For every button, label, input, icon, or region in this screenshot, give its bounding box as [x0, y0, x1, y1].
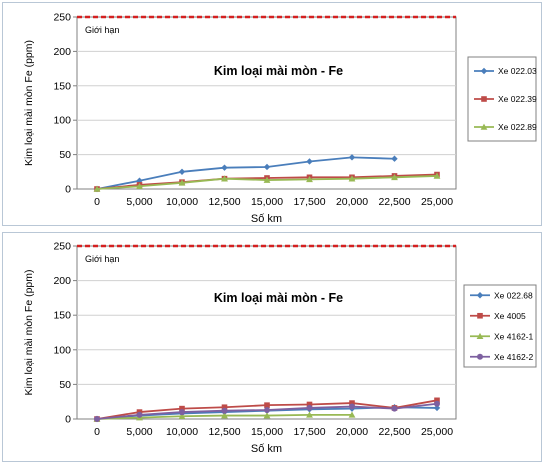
chart-2-x-axis-label: Số km: [251, 443, 282, 455]
chart-2-y-tick-label: 200: [53, 275, 71, 287]
chart-2-plot-area: [76, 245, 457, 420]
chart-1-legend-swatch-marker: [480, 67, 488, 75]
chart-2-series-4-point: [136, 411, 143, 418]
chart-1-y-tick-label: 250: [53, 12, 71, 24]
chart-1-x-tick-label: 20,000: [336, 196, 368, 208]
chart-2-series-3-point: [263, 412, 271, 419]
chart-1-x-tick-label: 22,500: [378, 196, 410, 208]
chart-2-y-tick-label: 0: [65, 414, 71, 426]
chart-1-series-3-point: [221, 175, 228, 182]
chart-1-title: Kim loại mài mòn - Fe: [214, 64, 343, 78]
chart-2-x-tick-label: 0: [94, 426, 100, 438]
chart-1-series-1-point: [263, 163, 271, 171]
chart-1-x-tick-label: 12,500: [208, 196, 240, 208]
chart-1-series-3-point: [178, 179, 186, 186]
chart-2-series-4-point: [391, 405, 398, 412]
chart-2-series-2-point: [349, 400, 355, 406]
chart-2-legend-label: Xe 4005: [494, 311, 526, 321]
chart-1-legend-swatch-marker: [481, 96, 487, 102]
chart-1-series-1-point: [178, 168, 186, 175]
chart-2-legend-label: Xe 022.68: [494, 290, 533, 300]
chart-1-series-1-point: [306, 158, 313, 165]
chart-2-svg: 0 50 100 150 200 250 Giới hạn Kim loại mài mòn …: [23, 241, 537, 455]
chart-1-legend-swatch-marker: [480, 123, 488, 130]
chart-1-legend-label: Xe 022.89: [498, 122, 537, 132]
chart-2-series-3-point: [306, 411, 313, 418]
chart-1-x-tick-label: 0: [94, 196, 100, 208]
chart-1-y-axis-label: Kim loại mài mòn Fe (ppm): [23, 40, 35, 166]
chart-1-x-tick-label: 25,000: [421, 196, 453, 208]
chart-2-legend-label: Xe 4162-2: [494, 352, 533, 362]
chart-2-series-4-point: [221, 407, 228, 414]
chart-2-x-tick-label: 20,000: [336, 426, 368, 438]
chart-2-series-4-point: [94, 416, 100, 422]
chart-2-series-3-point: [221, 412, 228, 419]
chart-2-series-4-point: [434, 400, 440, 407]
chart-1-x-tick-label: 5,000: [126, 196, 152, 208]
chart-2-limit-label: Giới hạn: [85, 254, 119, 264]
chart-1-y-tick-label: 200: [53, 46, 71, 58]
chart-2-x-tick-label: 22,500: [378, 426, 410, 438]
chart-2-legend-swatch-marker: [477, 353, 483, 360]
chart-panel-1: 0 50 100 150 200 250 Giới hạn Kim loại mài mòn …: [2, 2, 542, 226]
chart-2-series-3-point: [348, 411, 356, 418]
chart-2-y-tick-label: 50: [59, 379, 71, 391]
chart-2-series-2-point: [221, 404, 228, 411]
chart-1-series-1-point: [391, 155, 398, 162]
chart-1-x-tick-label: 17,500: [293, 196, 325, 208]
chart-2-y-tick-label: 100: [53, 344, 71, 356]
chart-2-series-4-point: [306, 404, 313, 411]
chart-1-legend-label: Xe 022.03: [498, 66, 537, 76]
chart-1-y-tick-label: 50: [59, 149, 71, 161]
chart-1-series-3-point: [136, 182, 143, 190]
chart-panel-2: 0 50 100 150 200 250 Giới hạn Kim loại mài mòn …: [2, 232, 542, 462]
chart-2-x-tick-label: 17,500: [293, 426, 325, 438]
chart-1-x-tick-label: 15,000: [251, 196, 283, 208]
chart-1-series-3-point: [433, 172, 441, 179]
chart-1-series-3-point: [306, 175, 313, 183]
chart-1-series-3-point: [391, 173, 398, 181]
chart-2-series-2-point: [434, 397, 440, 404]
chart-2-x-tick-label: 15,000: [251, 426, 283, 438]
chart-2-x-tick-label: 5,000: [126, 426, 152, 438]
chart-2-y-axis-label: Kim loại mài mòn Fe (ppm): [23, 269, 35, 395]
chart-2-series-4-point: [179, 409, 185, 416]
chart-1-y-tick-label: 100: [53, 115, 71, 127]
chart-1-series-1-point: [221, 164, 228, 171]
chart-2-series-4-point: [349, 403, 355, 410]
chart-2-series-3-point: [178, 412, 186, 420]
chart-2-y-tick-label: 250: [53, 241, 71, 253]
chart-2-legend-swatch-marker: [476, 332, 484, 340]
chart-1-series-3-point: [93, 185, 101, 192]
chart-2-title: Kim loại mài mòn - Fe: [214, 291, 343, 305]
chart-2-x-tick-label: 12,500: [208, 426, 240, 438]
chart-1-series-1-point: [348, 154, 356, 161]
chart-1-series-3-point: [263, 176, 271, 183]
chart-1-y-tick-label: 0: [65, 184, 71, 196]
chart-1-series-1-line: [96, 156, 395, 190]
chart-2-legend-swatch-marker: [477, 312, 483, 319]
chart-1-y-tick-label: 150: [53, 80, 71, 92]
chart-1-svg: 0 50 100 150 200 250 Giới hạn Kim loại mài mòn …: [23, 12, 537, 226]
chart-2-series-1-point: [433, 404, 441, 412]
chart-1-legend-label: Xe 022.39: [498, 94, 537, 104]
chart-1-x-axis-label: Số km: [251, 213, 282, 225]
chart-1-plot-area: [76, 16, 457, 190]
chart-2-series-2-point: [264, 402, 270, 408]
chart-2-y-tick-label: 150: [53, 310, 71, 322]
chart-2-series-4-point: [264, 407, 270, 414]
chart-2-legend: [463, 284, 537, 368]
chart-1-series-3-point: [348, 175, 356, 182]
chart-2-legend-swatch-marker: [476, 292, 484, 299]
chart-1-x-tick-label: 10,000: [166, 196, 198, 208]
chart-2-series-2-point: [306, 401, 313, 408]
chart-2-series-2-point: [179, 405, 185, 412]
chart-1-limit-label: Giới hạn: [85, 25, 119, 35]
chart-2-legend-label: Xe 4162-1: [494, 331, 533, 341]
chart-2-x-tick-label: 25,000: [421, 426, 453, 438]
chart-2-x-tick-label: 10,000: [166, 426, 198, 438]
